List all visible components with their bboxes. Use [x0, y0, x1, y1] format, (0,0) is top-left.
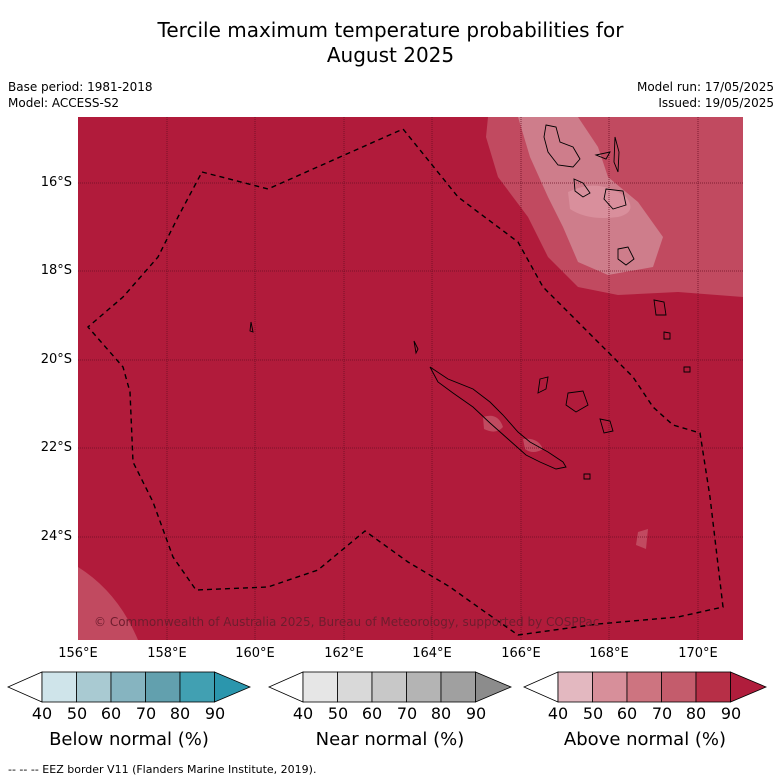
lon-label-156e: 156°E	[58, 646, 98, 661]
vanuatu-malekula	[573, 178, 591, 198]
loyalty-island-3	[599, 418, 614, 434]
below-tick-40: 40	[31, 704, 53, 723]
small-island-east	[683, 366, 691, 373]
colorbar-above-normal	[523, 671, 767, 703]
colorbar-title-below: Below normal (%)	[49, 729, 209, 750]
colorbar-near-bin-5	[440, 671, 476, 703]
below-tick-80: 80	[169, 704, 191, 723]
near-tick-90: 90	[465, 704, 487, 723]
loyalty-island-2	[565, 390, 589, 413]
shading-small-east	[636, 529, 648, 549]
colorbar-below-bin-3	[110, 671, 146, 703]
lat-label-16s: 16°S	[40, 175, 72, 190]
colorbar-near-high-extension	[475, 671, 512, 703]
vanuatu-efate	[603, 188, 627, 210]
vanuatu-tanna	[653, 299, 667, 316]
base-period: Base period: 1981-2018	[8, 80, 153, 94]
map-panel: © Commonwealth of Australia 2025, Bureau…	[78, 117, 743, 640]
above-tick-50: 50	[582, 704, 604, 723]
below-tick-60: 60	[100, 704, 122, 723]
below-tick-50: 50	[66, 704, 88, 723]
colorbar-below-bin-1	[41, 671, 77, 703]
lon-label-170e: 170°E	[678, 646, 718, 661]
isle-of-pines	[583, 473, 591, 480]
below-tick-90: 90	[204, 704, 226, 723]
lon-label-158e: 158°E	[147, 646, 187, 661]
near-tick-70: 70	[396, 704, 418, 723]
colorbar-near-bin-3	[371, 671, 407, 703]
colorbar-below-high-extension	[214, 671, 251, 703]
colorbar-title-near: Near normal (%)	[315, 729, 465, 750]
small-island-west	[249, 321, 254, 333]
below-tick-70: 70	[135, 704, 157, 723]
colorbar-below-bin-2	[76, 671, 112, 703]
colorbar-above-low-extension	[523, 671, 559, 703]
issued-date: Issued: 19/05/2025	[658, 96, 774, 110]
colorbar-near-bin-4	[406, 671, 442, 703]
above-tick-60: 60	[616, 704, 638, 723]
shading-new-caledonia	[483, 415, 543, 452]
new-caledonia-north-reef	[413, 340, 419, 355]
vanuatu-ambae	[594, 151, 611, 160]
near-tick-80: 80	[430, 704, 452, 723]
lon-label-160e: 160°E	[235, 646, 275, 661]
colorbar-above-bin-4	[661, 671, 697, 703]
near-tick-50: 50	[327, 704, 349, 723]
colorbar-below-bin-4	[145, 671, 181, 703]
above-tick-90: 90	[720, 704, 742, 723]
colorbar-title-above: Above normal (%)	[563, 729, 727, 750]
near-tick-60: 60	[361, 704, 383, 723]
colorbar-above-bin-3	[626, 671, 662, 703]
near-tick-40: 40	[292, 704, 314, 723]
vanuatu-aneityum	[663, 331, 671, 340]
title-line-2: August 2025	[326, 43, 455, 67]
above-tick-70: 70	[651, 704, 673, 723]
vanuatu-espiritu-santo	[543, 124, 581, 168]
lat-label-20s: 20°S	[40, 352, 72, 367]
lon-label-166e: 166°E	[501, 646, 541, 661]
colorbar-above-bin-2	[592, 671, 628, 703]
model-run: Model run: 17/05/2025	[636, 80, 774, 94]
shading-vanuatu-core	[568, 185, 631, 218]
meta-left: Base period: 1981-2018 Model: ACCESS-S2	[8, 79, 153, 111]
colorbar-near-bin-1	[302, 671, 338, 703]
lon-label-168e: 168°E	[589, 646, 629, 661]
chart-title: Tercile maximum temperature probabilitie…	[0, 18, 781, 68]
colorbar-near-normal	[268, 671, 512, 703]
new-caledonia-island	[429, 366, 567, 470]
lon-label-162e: 162°E	[324, 646, 364, 661]
colorbar-below-low-extension	[7, 671, 43, 703]
title-line-1: Tercile maximum temperature probabilitie…	[157, 18, 624, 42]
lon-label-164e: 164°E	[412, 646, 452, 661]
colorbar-below-normal	[7, 671, 251, 703]
lat-label-18s: 18°S	[40, 263, 72, 278]
loyalty-island-1	[537, 376, 549, 394]
vanuatu-erromango	[617, 246, 635, 266]
eez-border	[87, 128, 724, 636]
lat-label-24s: 24°S	[40, 529, 72, 544]
graticule	[78, 117, 743, 640]
colorbar-above-bin-1	[557, 671, 593, 703]
shading-east-patch	[715, 203, 743, 249]
colorbar-near-low-extension	[268, 671, 304, 703]
colorbar-below-bin-5	[179, 671, 215, 703]
shading-southwest	[78, 567, 138, 640]
colorbar-near-bin-2	[337, 671, 373, 703]
vanuatu-pentecost	[613, 136, 620, 173]
copyright-text: © Commonwealth of Australia 2025, Bureau…	[94, 615, 599, 629]
colorbar-above-high-extension	[730, 671, 767, 703]
above-tick-80: 80	[685, 704, 707, 723]
above-tick-40: 40	[547, 704, 569, 723]
meta-right: Model run: 17/05/2025 Issued: 19/05/2025	[637, 79, 774, 111]
colorbar-above-bin-5	[695, 671, 731, 703]
eez-footnote: -- -- -- EEZ border V11 (Flanders Marine…	[8, 763, 317, 776]
model-name: Model: ACCESS-S2	[8, 96, 120, 110]
lat-label-22s: 22°S	[40, 440, 72, 455]
